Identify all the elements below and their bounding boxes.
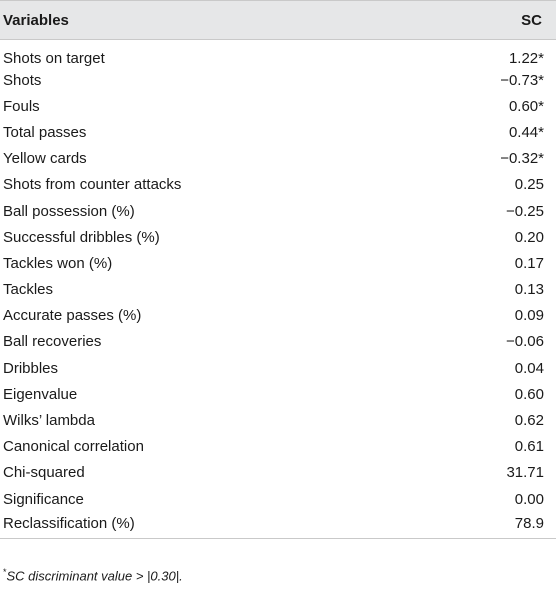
sc-value-cell: 78.9 (430, 512, 556, 539)
variable-cell: Eigenvalue (3, 385, 78, 403)
sc-value-cell: 1.22* (508, 50, 544, 67)
table-body: Shots on target 1.22* Shots −0.73* Fouls 0.60… (0, 40, 556, 539)
table-row: Eigenvalue 0.60 (0, 381, 556, 407)
variable-cell: Tackles (3, 281, 54, 299)
variable-cell: Tackles won (%) (3, 254, 113, 272)
sc-value-cell: 0.62 (514, 412, 544, 430)
table-footnote: *SC discriminant value > |0.30|. (3, 567, 183, 583)
variable-cell: Canonical correlation (3, 438, 144, 456)
variable-cell: Accurate passes (%) (3, 307, 142, 325)
sc-value-cell: 0.44* (508, 123, 544, 141)
table-row: Canonical correlation 0.61 (0, 434, 556, 460)
table-row: Shots on target 1.22* (0, 40, 556, 67)
table-row: Tackles 0.13 (0, 277, 556, 303)
table-row: Tackles won (%) 0.17 (0, 250, 556, 276)
table-row: Wilks’ lambda 0.62 (0, 407, 556, 433)
sc-value-cell: −0.06 (506, 333, 544, 351)
sc-value-cell: 0.60* (508, 97, 544, 115)
table-row: Ball recoveries −0.06 (0, 329, 556, 355)
variable-cell: Dribbles (3, 359, 59, 377)
table-row: Ball possession (%) −0.25 (0, 198, 556, 224)
table-row: Reclassification (%) 78.9 (0, 512, 556, 539)
footnote-text: SC discriminant value > |0.30|. (6, 568, 183, 584)
variable-cell: Fouls (3, 97, 40, 115)
table-row: Successful dribbles (%) 0.20 (0, 224, 556, 250)
sc-value-cell: 0.20 (514, 228, 544, 246)
table-row: Dribbles 0.04 (0, 355, 556, 381)
sc-value-cell: 0.09 (514, 307, 544, 325)
variable-cell: Wilks’ lambda (3, 412, 95, 430)
sc-value-cell: 0.60 (514, 385, 544, 403)
variable-cell: Chi-squared (3, 464, 85, 482)
header-row: Variables SC (0, 0, 556, 40)
table-header: Variables SC (0, 0, 556, 40)
table-row: Chi-squared 31.71 (0, 460, 556, 486)
header-sc: SC (430, 0, 556, 40)
sc-value-cell: 0.17 (514, 254, 544, 272)
sc-value-cell: 0.04 (514, 359, 544, 377)
table-row: Total passes 0.44* (0, 119, 556, 145)
sc-value-cell: 0.61 (514, 438, 544, 456)
table-row: Fouls 0.60* (0, 93, 556, 119)
sc-value-cell: −0.25 (506, 202, 544, 220)
table-row: Significance 0.00 (0, 486, 556, 512)
sc-value-cell: −0.32* (500, 150, 544, 168)
table-row: Yellow cards −0.32* (0, 146, 556, 172)
sc-value-cell: 31.71 (506, 464, 544, 482)
table-row: Shots from counter attacks 0.25 (0, 172, 556, 198)
variable-cell: Shots (3, 71, 42, 89)
variable-cell: Significance (3, 490, 84, 508)
variable-cell: Ball recoveries (3, 333, 102, 351)
variable-cell: Ball possession (%) (3, 202, 135, 220)
sc-value-cell: 0.25 (514, 176, 544, 194)
header-variables: Variables (0, 0, 430, 40)
table-row: Accurate passes (%) 0.09 (0, 303, 556, 329)
variable-cell: Successful dribbles (%) (3, 228, 160, 246)
discriminant-table: Variables SC Shots on target 1.22* Shots −0… (0, 0, 556, 539)
variable-cell: Total passes (3, 123, 87, 141)
footnote-marker: * (3, 567, 7, 577)
sc-value-cell: 0.13 (514, 281, 544, 299)
variable-cell: Reclassification (%) (0, 512, 430, 539)
sc-value-cell: −0.73* (500, 71, 544, 89)
variable-cell: Shots from counter attacks (3, 176, 182, 194)
table-row: Shots −0.73* (0, 67, 556, 93)
variable-cell: Shots on target (3, 50, 105, 67)
variable-cell: Yellow cards (3, 150, 87, 168)
sc-value-cell: 0.00 (514, 490, 544, 508)
